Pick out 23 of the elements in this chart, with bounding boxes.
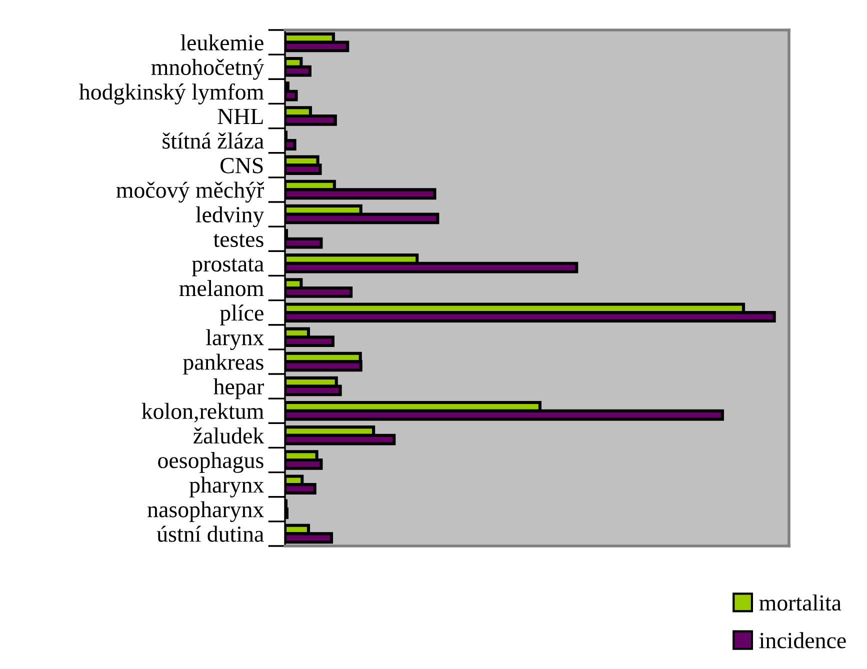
y-tick-label: prostata [192, 258, 264, 276]
y-tick-label: kolon,rektum [142, 402, 264, 422]
y-tick-label: testes [213, 234, 264, 248]
legend-label: mortalita [759, 594, 842, 611]
y-tick-label: pankreas [183, 354, 264, 375]
y-tick-label: ledviny [196, 206, 264, 228]
y-tick-label: ústní dutina [156, 526, 264, 542]
y-tick-label: mnohočetný [151, 58, 264, 80]
y-tick-label: hepar [214, 378, 264, 400]
y-tick-label: CNS [220, 158, 263, 174]
y-tick-label: žaludek [194, 427, 264, 444]
y-tick-label: pharynx [189, 476, 264, 498]
y-tick-label: močový měchýř [116, 182, 264, 203]
y-tick-label: leukemie [180, 34, 264, 50]
y-tick-label: plíce [220, 304, 264, 326]
y-tick-label: štítná žláza [162, 132, 264, 149]
y-tick-label: NHL [218, 108, 263, 124]
y-tick-label: melanom [179, 280, 264, 296]
y-tick-label: nasopharynx [148, 501, 264, 522]
legend-label: incidence [759, 632, 846, 648]
y-tick-label: oesophagus [158, 452, 264, 473]
y-tick-label: hodgkinský lymfom [79, 83, 264, 104]
y-tick-label: larynx [206, 329, 264, 350]
